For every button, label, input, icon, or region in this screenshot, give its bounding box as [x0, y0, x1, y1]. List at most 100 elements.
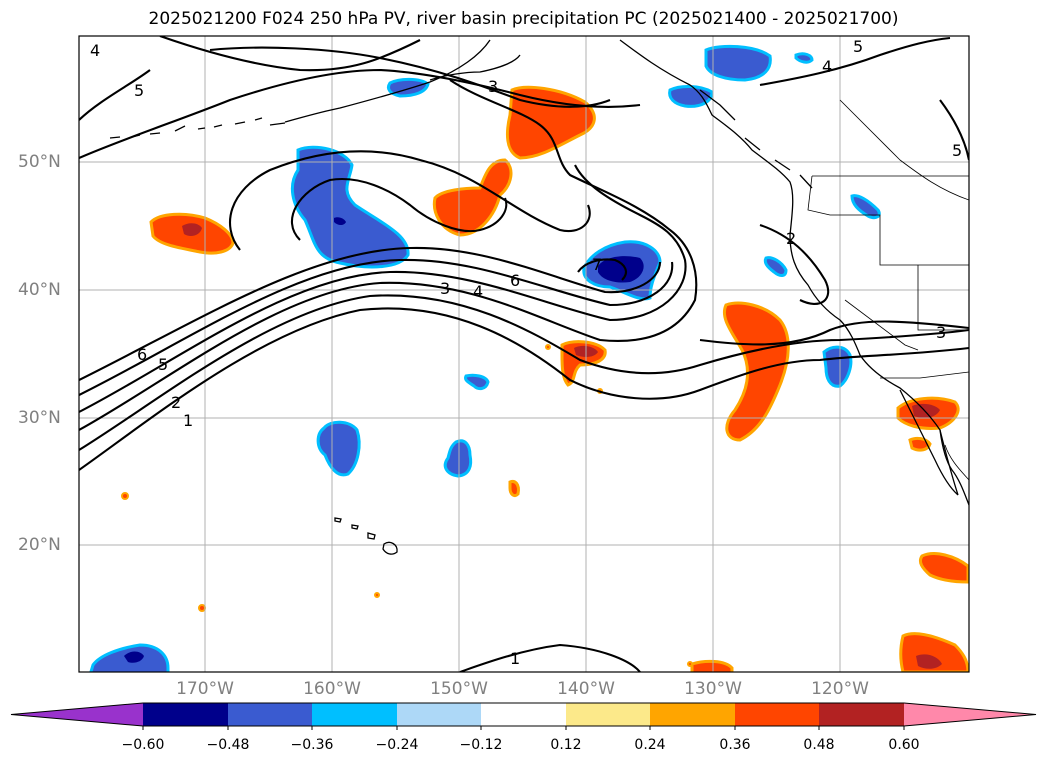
pv-contour-3 [79, 79, 698, 431]
positive-dot [121, 492, 129, 500]
lon-label-120w: 120°W [811, 679, 869, 699]
colorbar-tick-label: −0.24 [375, 737, 419, 753]
colorbar-tick-label: 0.12 [550, 737, 582, 753]
colorbar-segment [228, 703, 312, 726]
map-title: 2025021200 F024 250 hPa PV, river basin … [148, 9, 899, 29]
positive-dot [198, 604, 206, 612]
strong-negative-anomaly-areas [124, 217, 644, 663]
bc-islands [699, 89, 813, 189]
negative-anomaly-area [763, 256, 788, 277]
contour-label: 3 [440, 279, 450, 298]
contour-label: 4 [822, 57, 832, 76]
hawaii-island [382, 541, 398, 555]
colorbar-segment [143, 703, 228, 726]
colorbar-segment [735, 703, 819, 726]
strong-positive-anomaly-area [916, 654, 942, 669]
pv-contour-north-2 [209, 46, 611, 108]
colorbar-segment [397, 703, 481, 726]
pv-contour-ne [759, 36, 951, 87]
map-frame [78, 35, 970, 673]
oahu-island [351, 524, 359, 530]
contour-label: 4 [473, 282, 483, 301]
contour-labels: 4 5 3 5 4 5 3 4 6 7 2 6 5 2 1 3 1 [90, 37, 962, 668]
baja-california [899, 389, 959, 496]
contour-label: 1 [183, 411, 193, 430]
negative-anomaly-area [290, 145, 410, 269]
pv-contour-coast [759, 224, 830, 305]
contour-label: 3 [488, 77, 498, 96]
contour-label: 2 [171, 393, 181, 412]
contour-label: 6 [510, 271, 520, 290]
lon-label-140w: 140°W [557, 679, 615, 699]
colorbar-extend-low [11, 703, 143, 726]
pv-contour-5 [79, 258, 674, 396]
contour-label: 5 [952, 141, 962, 160]
political-borders [807, 99, 969, 481]
pv-contour-east [939, 99, 969, 161]
negative-anomaly-area [850, 194, 881, 220]
contour-label: 5 [134, 81, 144, 100]
map-area: 4 5 3 5 4 5 3 4 6 7 2 6 5 2 1 3 1 [79, 36, 969, 672]
colorbar-tick-label: 0.60 [888, 737, 920, 753]
strong-negative-anomaly-area [598, 256, 644, 283]
negative-anomaly-area [822, 345, 853, 388]
pv-contour-6 [79, 246, 662, 381]
strong-negative-anomaly-area [334, 217, 346, 225]
pv-contour-sw [459, 643, 641, 672]
pv-contour-top [159, 36, 421, 72]
kauai-island [334, 517, 342, 523]
pv-contour-north [79, 68, 641, 159]
contour-label: 4 [90, 41, 100, 60]
colorbar-tick-label: −0.36 [290, 737, 334, 753]
pv-contour-se [699, 320, 969, 346]
positive-dot [374, 592, 380, 598]
strong-negative-anomaly-area [124, 651, 144, 663]
contour-label: 5 [158, 355, 168, 374]
positive-anomaly-area [690, 659, 734, 672]
colorbar-segment [312, 703, 397, 726]
pv-contour-inner [290, 178, 508, 241]
negative-anomaly-area [704, 44, 772, 82]
contour-label: 3 [936, 323, 946, 342]
pv-contour-2 [79, 294, 969, 451]
hawaiian-islands [334, 517, 398, 555]
positive-anomaly-area [723, 301, 790, 442]
colorbar-tick-label: 0.48 [803, 737, 835, 753]
lat-label-30n: 30°N [18, 408, 61, 428]
lon-label-130w: 130°W [684, 679, 742, 699]
us-mexico-border [880, 371, 969, 379]
positive-dot [687, 661, 693, 667]
colorbar-tick-label: 0.36 [719, 737, 751, 753]
positive-anomaly-area [508, 480, 520, 498]
strong-positive-anomaly-areas [182, 223, 942, 669]
negative-anomaly-area [464, 373, 490, 391]
contour-label: 1 [510, 649, 520, 668]
contour-label: 5 [853, 37, 863, 56]
positive-anomaly-area [505, 85, 596, 160]
colorbar-segment [650, 703, 735, 726]
lon-label-160w: 160°W [303, 679, 361, 699]
colorbar-segment [481, 703, 566, 726]
lat-label-40n: 40°N [18, 280, 61, 300]
state-borders [807, 99, 969, 351]
colorbar [10, 702, 1037, 730]
lon-label-170w: 170°W [176, 679, 234, 699]
maui-island [367, 532, 376, 540]
pv-contours [79, 36, 969, 672]
alaska-coast [284, 39, 521, 123]
colorbar-segment [566, 703, 650, 726]
negative-anomaly-areas [89, 44, 881, 672]
pv-contour-loop [229, 150, 591, 251]
strong-positive-anomaly-area [912, 403, 940, 418]
positive-dot [545, 344, 551, 350]
colorbar-tick-label: −0.12 [459, 737, 503, 753]
pv-contour-7 [577, 258, 627, 281]
colorbar-tick-label: 0.24 [634, 737, 666, 753]
contour-label: 6 [137, 345, 147, 364]
coastlines [109, 39, 969, 506]
lat-label-20n: 20°N [18, 535, 61, 555]
contour-label: 7 [592, 255, 602, 274]
colorbar-segment [819, 703, 904, 726]
colorbar-tick-label: −0.48 [206, 737, 250, 753]
